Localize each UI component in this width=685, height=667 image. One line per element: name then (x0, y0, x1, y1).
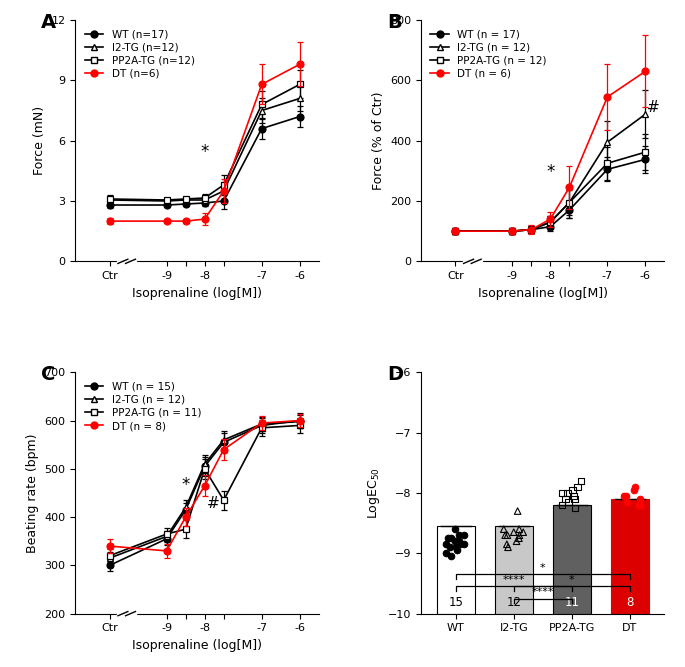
Bar (611, 499, 649, 614)
Text: A: A (41, 13, 56, 32)
X-axis label: Isoprenaline (log[M]): Isoprenaline (log[M]) (132, 639, 262, 652)
Text: 11: 11 (564, 596, 580, 609)
Bar (117, 613, 136, 618)
Text: D: D (387, 365, 403, 384)
Point (557, 500, 568, 510)
Text: #: # (647, 100, 660, 115)
Point (499, 530, 510, 540)
Legend: WT (n = 17), I2-TG (n = 12), PP2A-TG (n = 12), DT (n = 6): WT (n = 17), I2-TG (n = 12), PP2A-TG (n … (426, 25, 551, 83)
Point (444, 542, 455, 553)
Text: ****: **** (503, 575, 525, 585)
Point (441, 548, 452, 559)
Point (634, 500, 645, 510)
Point (440, 539, 451, 550)
Point (514, 530, 525, 540)
Point (557, 488, 568, 498)
Bar (553, 505, 590, 614)
Point (621, 491, 632, 502)
Point (621, 497, 632, 508)
X-axis label: Isoprenaline (log[M]): Isoprenaline (log[M]) (132, 287, 262, 299)
Point (512, 506, 523, 516)
Text: *: * (540, 563, 545, 573)
Point (511, 536, 522, 546)
Point (634, 500, 645, 510)
Point (619, 491, 630, 502)
Text: 8: 8 (626, 596, 634, 609)
Point (502, 530, 513, 540)
Text: *: * (546, 163, 555, 181)
Y-axis label: Force (mN): Force (mN) (33, 106, 46, 175)
Text: 15: 15 (449, 596, 463, 609)
Point (569, 494, 580, 504)
Point (449, 524, 460, 534)
Point (451, 542, 462, 553)
Point (514, 524, 525, 534)
Point (446, 551, 457, 562)
Point (572, 482, 583, 492)
Point (563, 497, 574, 508)
Bar (117, 261, 136, 265)
Text: *: * (201, 143, 209, 161)
Point (518, 527, 529, 538)
Point (454, 530, 465, 540)
Text: *: * (182, 476, 190, 494)
Y-axis label: Force (% of Ctr): Force (% of Ctr) (372, 91, 384, 190)
Point (443, 533, 453, 544)
Y-axis label: LogEC$_{50}$: LogEC$_{50}$ (366, 467, 382, 519)
Bar (437, 526, 475, 614)
Text: B: B (387, 13, 401, 32)
Point (451, 545, 462, 556)
Point (514, 533, 525, 544)
Text: 12: 12 (506, 596, 521, 609)
X-axis label: Isoprenaline (log[M]): Isoprenaline (log[M]) (477, 287, 608, 299)
Point (562, 488, 573, 498)
Point (634, 494, 645, 504)
Point (449, 536, 460, 546)
Point (628, 485, 639, 496)
Point (458, 539, 469, 550)
Point (501, 539, 512, 550)
Text: #: # (207, 496, 219, 511)
Point (503, 542, 514, 553)
Point (458, 530, 469, 540)
Point (568, 491, 579, 502)
Y-axis label: Beating rate (bpm): Beating rate (bpm) (26, 434, 39, 553)
Point (567, 485, 578, 496)
Legend: WT (n = 15), I2-TG (n = 12), PP2A-TG (n = 11), DT (n = 8): WT (n = 15), I2-TG (n = 12), PP2A-TG (n … (81, 378, 206, 436)
Point (498, 524, 509, 534)
Text: ****: **** (532, 588, 554, 598)
Point (569, 503, 580, 514)
Legend: WT (n=17), I2-TG (n=12), PP2A-TG (n=12), DT (n=6): WT (n=17), I2-TG (n=12), PP2A-TG (n=12),… (81, 25, 199, 83)
Point (446, 533, 457, 544)
Bar (495, 526, 533, 614)
Point (575, 476, 586, 486)
Point (508, 527, 519, 538)
Text: C: C (41, 365, 55, 384)
Point (453, 536, 464, 546)
Text: *: * (569, 575, 575, 585)
Bar (463, 261, 482, 265)
Point (630, 482, 640, 492)
Point (455, 539, 466, 550)
Point (560, 494, 571, 504)
